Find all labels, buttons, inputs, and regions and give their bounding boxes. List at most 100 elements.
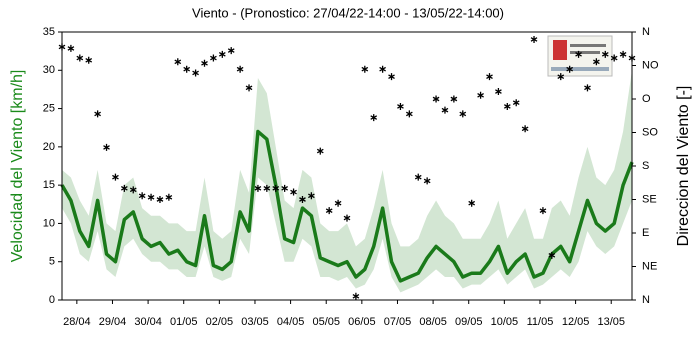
direction-point — [263, 184, 271, 192]
y-axis-label: Velocidad del Viento [km/h] — [9, 70, 26, 263]
direction-point — [512, 99, 520, 107]
direction-point — [254, 184, 262, 192]
direction-point — [593, 58, 600, 66]
direction-point — [147, 193, 155, 201]
x-tick-label: 05/05 — [312, 316, 340, 328]
y-tick-label: 25 — [43, 102, 55, 114]
logo — [547, 35, 613, 77]
direction-point — [370, 114, 378, 122]
direction-point — [120, 184, 128, 192]
direction-point — [450, 95, 458, 103]
direction-point — [308, 192, 315, 200]
y2-tick-label: SO — [642, 126, 658, 138]
direction-point — [325, 207, 333, 215]
direction-point — [459, 110, 467, 118]
direction-point — [218, 50, 226, 58]
direction-point — [165, 193, 173, 201]
direction-point — [227, 47, 235, 55]
y2-tick-label: N — [642, 26, 650, 38]
direction-point — [85, 56, 93, 64]
direction-point — [432, 95, 440, 103]
direction-point — [379, 65, 386, 73]
direction-point — [468, 199, 476, 207]
direction-point — [575, 50, 582, 58]
x-tick-label: 12/05 — [562, 316, 590, 328]
x-tick-label: 08/05 — [419, 316, 447, 328]
y-tick-label: 15 — [43, 179, 55, 191]
x-tick-label: 10/05 — [491, 316, 519, 328]
direction-point — [361, 65, 369, 73]
x-tick-label: 09/05 — [455, 316, 483, 328]
direction-point — [397, 102, 404, 110]
direction-point — [299, 196, 306, 203]
direction-point — [156, 196, 164, 203]
x-tick-label: 13/05 — [597, 316, 625, 328]
direction-point — [210, 54, 217, 62]
direction-point — [566, 65, 574, 73]
direction-point — [414, 173, 422, 181]
direction-point — [290, 188, 297, 196]
y-tick-label: 0 — [49, 294, 55, 306]
direction-point — [138, 192, 146, 200]
y2-tick-label: NE — [642, 260, 657, 272]
direction-point — [530, 35, 538, 43]
speed-line — [60, 129, 634, 283]
direction-point — [441, 106, 449, 114]
direction-point — [76, 54, 84, 62]
direction-point — [557, 73, 565, 81]
direction-point — [423, 177, 431, 185]
direction-point — [245, 84, 253, 92]
x-tick-label: 29/04 — [99, 316, 127, 328]
y2-tick-label: SE — [642, 193, 657, 205]
x-tick-label: 28/04 — [63, 316, 91, 328]
y2-tick-label: N — [642, 294, 650, 306]
direction-point — [334, 199, 342, 207]
direction-point — [316, 147, 324, 155]
direction-point — [183, 65, 191, 73]
direction-point — [174, 58, 182, 66]
direction-point — [548, 251, 556, 259]
direction-point — [352, 292, 360, 300]
direction-point — [201, 59, 208, 67]
chart-title: Viento - (Pronostico: 27/04/22-14:00 - 1… — [192, 5, 504, 20]
y-tick-label: 10 — [43, 217, 55, 229]
direction-point — [192, 69, 199, 77]
direction-point — [619, 50, 627, 58]
direction-point — [103, 143, 110, 151]
direction-point — [495, 88, 502, 96]
y2-axis-label: Direccion del Viento [-] — [675, 86, 692, 247]
x-tick-label: 03/05 — [241, 316, 269, 328]
direction-point — [272, 184, 280, 192]
direction-point — [610, 54, 618, 62]
direction-point — [236, 65, 244, 73]
x-tick-label: 30/04 — [134, 316, 162, 328]
direction-point — [281, 184, 289, 192]
direction-point — [67, 44, 75, 52]
y2-tick-label: S — [642, 160, 649, 172]
y2-tick-label: O — [642, 93, 651, 105]
direction-point — [129, 186, 137, 194]
direction-point — [405, 110, 413, 118]
direction-point — [388, 73, 395, 81]
direction-point — [584, 84, 591, 92]
x-tick-label: 04/05 — [277, 316, 305, 328]
direction-point — [112, 173, 119, 181]
direction-point — [477, 91, 484, 99]
y-tick-label: 30 — [43, 64, 55, 76]
y-tick-label: 5 — [49, 256, 55, 268]
x-tick-label: 06/05 — [348, 316, 376, 328]
range-band — [62, 70, 632, 293]
x-tick-label: 07/05 — [384, 316, 412, 328]
x-tick-label: 01/05 — [170, 316, 198, 328]
y-tick-label: 35 — [43, 26, 55, 38]
y-tick-label: 20 — [43, 141, 55, 153]
direction-point — [539, 207, 547, 215]
direction-point — [601, 50, 609, 58]
direction-point — [503, 102, 511, 110]
direction-point — [343, 214, 351, 222]
direction-point — [521, 125, 529, 133]
x-tick-label: 11/05 — [527, 316, 554, 328]
direction-point — [486, 73, 493, 81]
y2-tick-label: NO — [642, 59, 659, 71]
